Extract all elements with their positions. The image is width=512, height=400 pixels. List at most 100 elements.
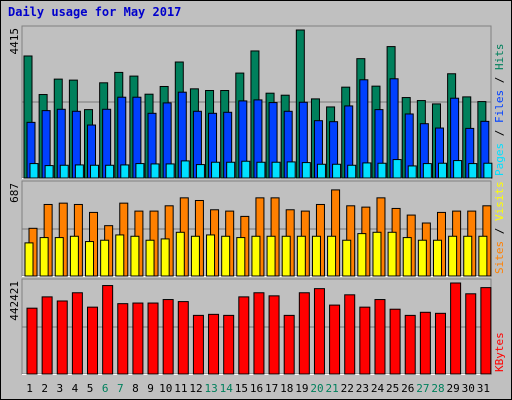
x-tick-label-22: 22 (341, 382, 354, 395)
bar-kbytes-19 (298, 292, 310, 375)
bar-kbytes-6 (102, 285, 114, 375)
x-tick-label-5: 5 (87, 382, 94, 395)
panel-visits-sites-legend: Sites / Visits (493, 181, 506, 274)
x-tick-label-4: 4 (72, 382, 79, 395)
bar-visits-14 (221, 235, 231, 277)
bar-visits-17 (266, 235, 276, 277)
bar-pages-13 (211, 161, 221, 179)
bar-visits-27 (417, 239, 427, 277)
bar-visits-21 (327, 235, 337, 277)
bar-kbytes-25 (389, 308, 401, 375)
x-tick-label-26: 26 (401, 382, 414, 395)
chart-title: Daily usage for May 2017 (8, 5, 182, 19)
bar-visits-3 (54, 237, 64, 277)
bar-pages-30 (468, 163, 478, 179)
bar-pages-6 (105, 164, 115, 179)
legend-sites: Sites (493, 241, 506, 274)
x-tick-label-28: 28 (431, 382, 444, 395)
bar-kbytes-4 (71, 292, 83, 375)
bar-pages-12 (195, 164, 205, 179)
bar-pages-8 (135, 163, 145, 179)
bar-kbytes-10 (162, 299, 174, 375)
x-tick-label-16: 16 (250, 382, 263, 395)
bar-pages-21 (332, 163, 342, 179)
bar-kbytes-28 (434, 312, 446, 375)
bar-kbytes-31 (480, 287, 492, 375)
bar-visits-15 (236, 237, 246, 277)
bar-visits-11 (175, 231, 185, 277)
x-tick-label-30: 30 (462, 382, 475, 395)
x-tick-label-2: 2 (41, 382, 48, 395)
bar-pages-5 (90, 164, 100, 179)
bar-visits-6 (100, 239, 110, 277)
bar-pages-7 (120, 164, 130, 179)
bar-kbytes-16 (253, 292, 265, 375)
bar-kbytes-21 (329, 304, 341, 375)
bar-visits-22 (342, 239, 352, 277)
x-tick-label-13: 13 (204, 382, 217, 395)
bar-kbytes-30 (465, 293, 477, 375)
bar-pages-9 (150, 163, 160, 179)
bar-kbytes-24 (374, 299, 386, 375)
bar-pages-10 (165, 163, 175, 179)
bar-visits-28 (432, 239, 442, 277)
bar-visits-8 (130, 235, 140, 277)
bar-pages-14 (226, 161, 236, 179)
bar-visits-24 (372, 231, 382, 277)
x-tick-label-19: 19 (295, 382, 308, 395)
x-tick-label-17: 17 (265, 382, 278, 395)
x-tick-label-11: 11 (174, 382, 187, 395)
bar-kbytes-12 (192, 314, 204, 375)
legend-pages: Pages (493, 143, 506, 176)
bar-pages-24 (377, 162, 387, 179)
bar-visits-30 (463, 235, 473, 277)
x-tick-label-27: 27 (416, 382, 429, 395)
bar-kbytes-7 (117, 303, 129, 375)
bar-visits-13 (206, 234, 216, 277)
legend-visits: Visits (493, 181, 506, 221)
legend-separator: / (493, 70, 506, 90)
bar-kbytes-3 (56, 300, 68, 375)
bar-kbytes-15 (238, 296, 250, 375)
bar-kbytes-1 (26, 307, 38, 375)
bar-visits-25 (387, 231, 397, 277)
bar-visits-20 (311, 235, 321, 277)
x-tick-label-23: 23 (356, 382, 369, 395)
bar-kbytes-22 (344, 294, 356, 375)
bar-kbytes-20 (313, 288, 325, 375)
panel-hits-files-pages-max-label: 4415 (8, 28, 21, 55)
x-tick-label-7: 7 (117, 382, 124, 395)
bar-kbytes-23 (359, 306, 371, 375)
bar-visits-1 (24, 242, 34, 277)
bar-pages-1 (29, 163, 39, 179)
bar-visits-4 (69, 235, 79, 277)
bar-visits-31 (478, 235, 488, 277)
bar-pages-27 (422, 163, 432, 179)
bar-kbytes-26 (404, 314, 416, 375)
bar-pages-23 (362, 162, 372, 179)
legend-kbytes: KBytes (493, 332, 506, 372)
bar-pages-15 (241, 160, 251, 179)
bar-pages-29 (453, 160, 463, 179)
bar-pages-2 (44, 165, 54, 179)
bar-pages-20 (316, 163, 326, 179)
bar-visits-23 (357, 233, 367, 277)
x-tick-label-3: 3 (57, 382, 64, 395)
bar-kbytes-27 (419, 311, 431, 375)
bar-pages-3 (59, 164, 69, 179)
bar-pages-18 (286, 161, 296, 179)
bar-pages-16 (256, 161, 266, 179)
x-tick-label-12: 12 (189, 382, 202, 395)
x-tick-label-29: 29 (447, 382, 460, 395)
bar-visits-18 (281, 235, 291, 277)
bar-pages-22 (347, 164, 357, 179)
panel-visits-sites-max-label: 687 (8, 183, 21, 203)
x-tick-label-18: 18 (280, 382, 293, 395)
bar-pages-4 (74, 164, 84, 179)
x-tick-label-9: 9 (147, 382, 154, 395)
bar-pages-17 (271, 161, 281, 179)
legend-files: Files (493, 90, 506, 123)
bar-pages-25 (392, 159, 402, 179)
bar-kbytes-9 (147, 302, 159, 375)
x-tick-label-20: 20 (310, 382, 323, 395)
